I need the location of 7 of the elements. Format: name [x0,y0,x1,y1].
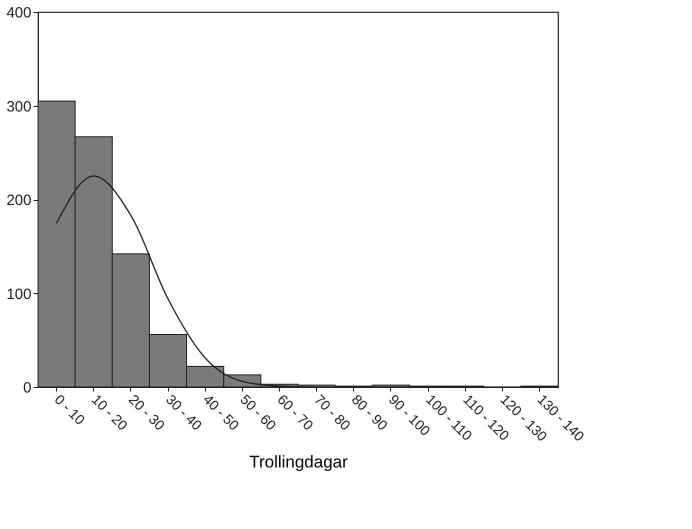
y-tick-label: 0 [23,380,32,396]
x-tick-label: 0 - 10 [52,391,88,428]
y-tick-label: 400 [6,4,32,22]
y-tick-label: 300 [6,98,32,116]
y-tick-label: 100 [6,286,32,303]
x-axis-title: Trollingdagar [249,452,348,472]
y-tick-label: 200 [6,192,32,209]
